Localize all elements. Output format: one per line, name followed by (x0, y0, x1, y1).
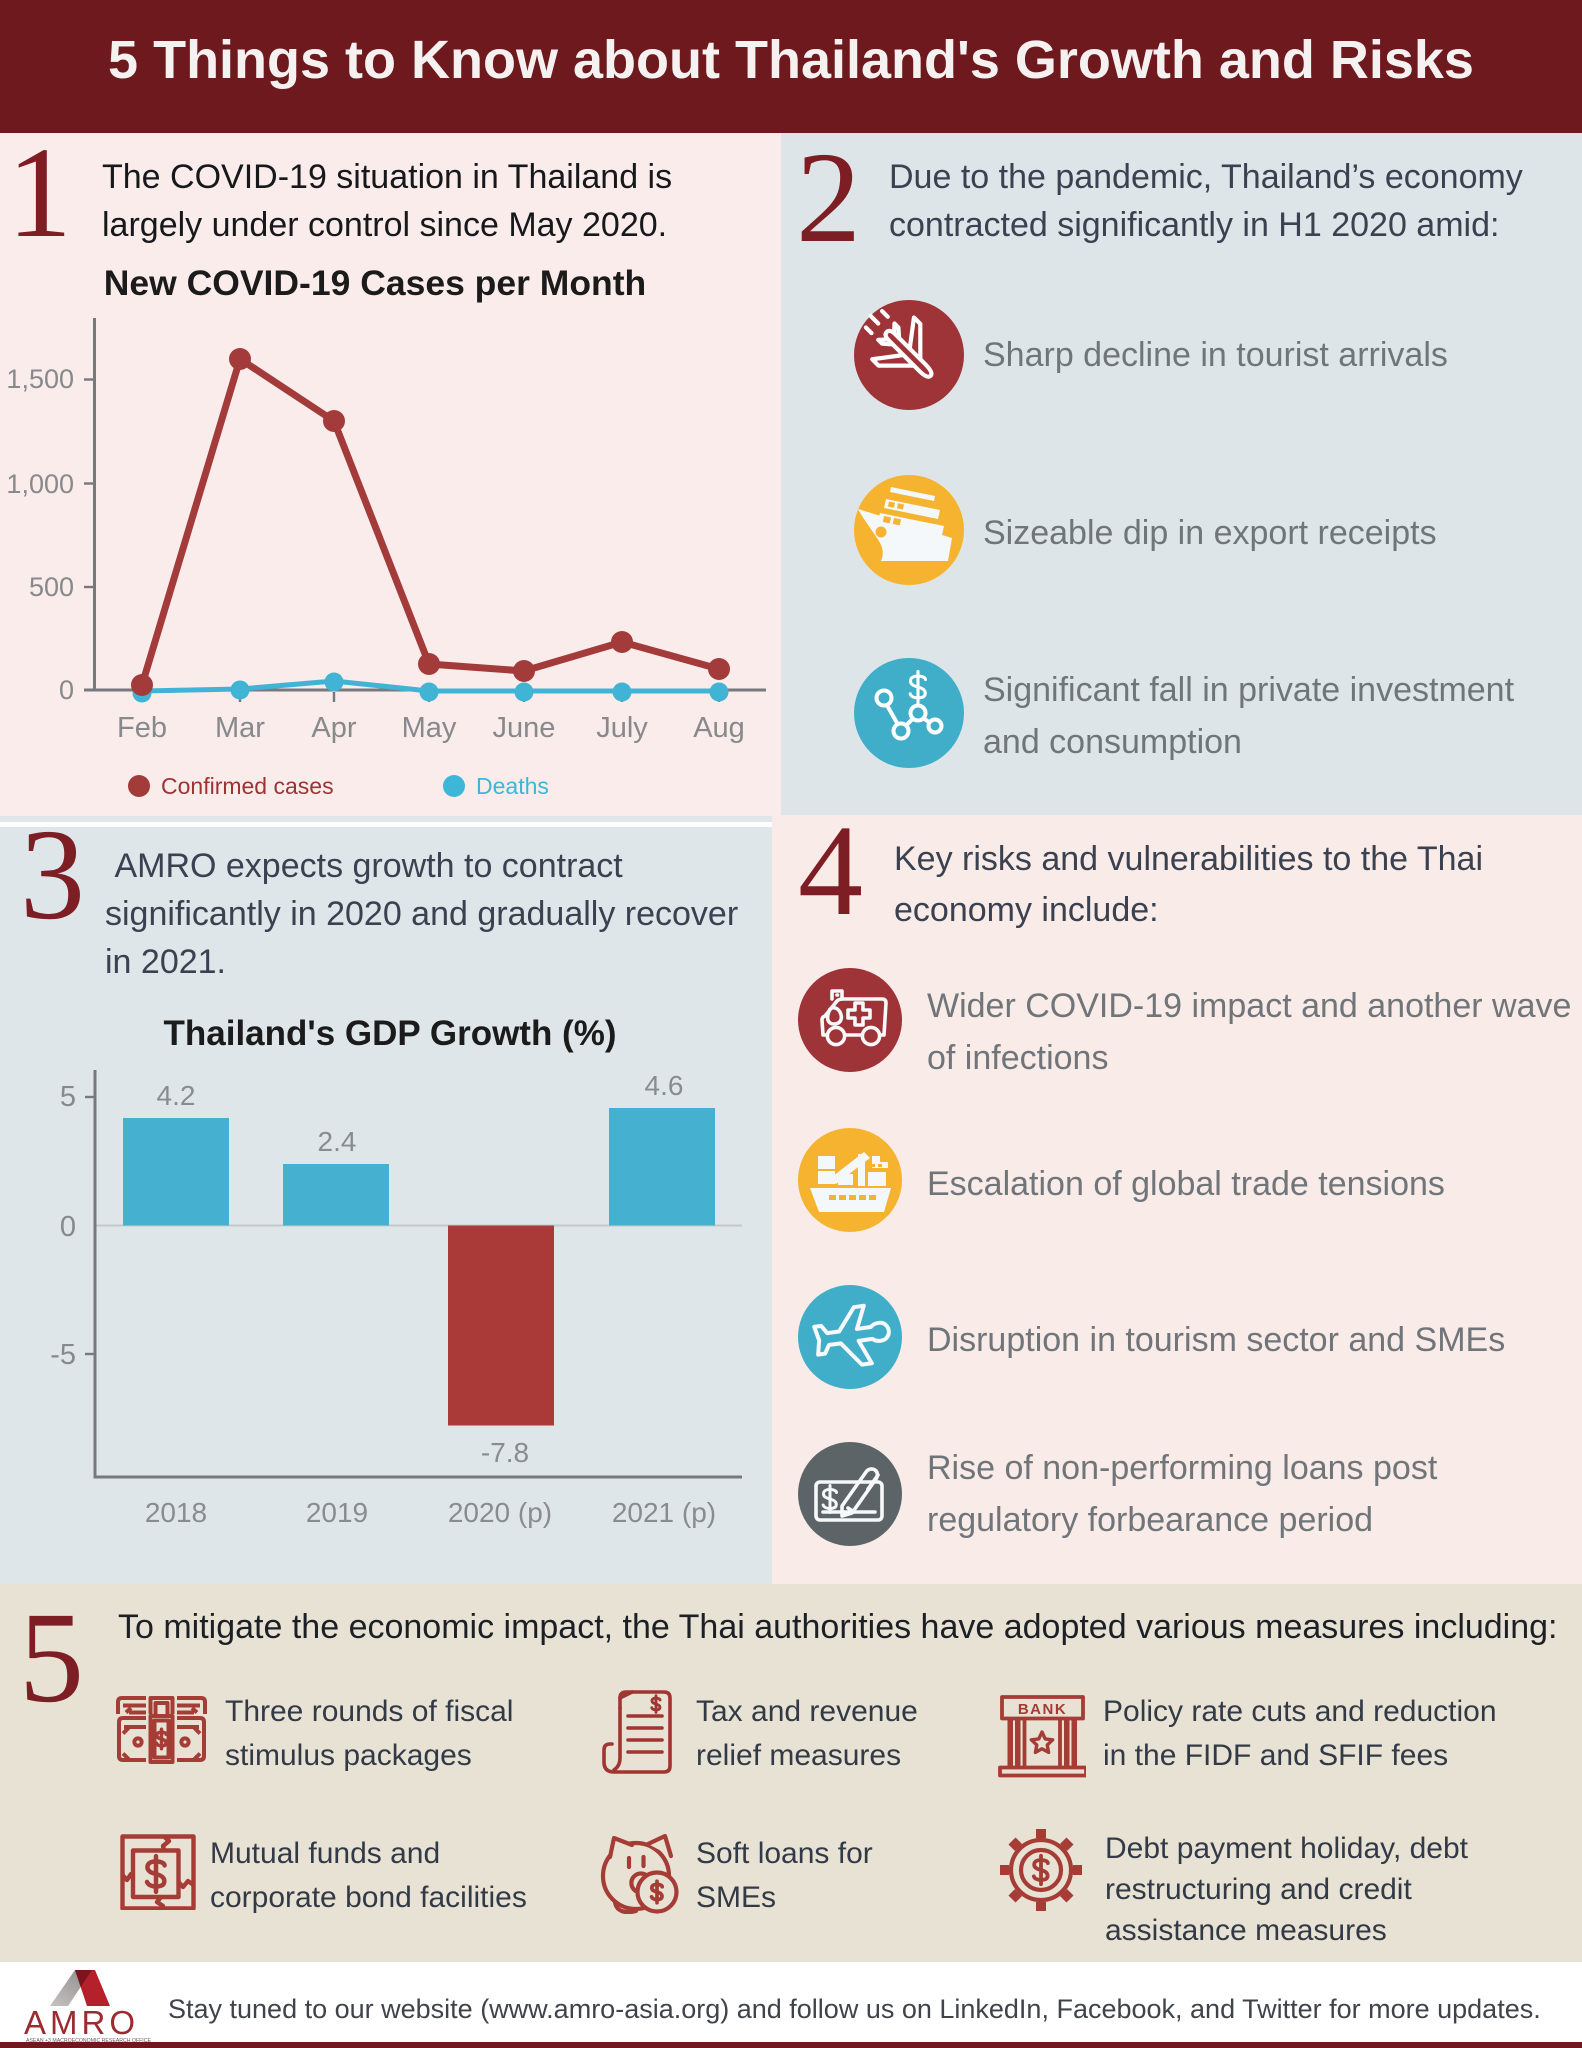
svg-text:2019: 2019 (306, 1497, 368, 1528)
svg-text:Aug: Aug (693, 712, 745, 744)
svg-text:0: 0 (60, 1211, 76, 1243)
svg-text:5: 5 (60, 1081, 76, 1113)
svg-text:2.4: 2.4 (318, 1126, 357, 1157)
svg-text:Mar: Mar (215, 712, 265, 744)
svg-text:2020 (p): 2020 (p) (448, 1497, 552, 1528)
svg-text:AMRO: AMRO (24, 2004, 139, 2041)
svg-text:Apr: Apr (311, 712, 356, 744)
svg-text:June: June (493, 712, 556, 744)
svg-text:ASEAN +3 MACROECONOMIC RESEARC: ASEAN +3 MACROECONOMIC RESEARCH OFFICE (26, 2038, 151, 2044)
svg-text:Deaths: Deaths (476, 773, 549, 799)
svg-text:-7.8: -7.8 (481, 1437, 529, 1468)
svg-text:1,000: 1,000 (6, 469, 74, 499)
svg-text:Confirmed cases: Confirmed cases (161, 773, 334, 799)
svg-text:Feb: Feb (117, 712, 167, 744)
svg-text:2021 (p): 2021 (p) (612, 1497, 716, 1528)
svg-text:July: July (596, 712, 648, 744)
svg-text:4.6: 4.6 (645, 1070, 684, 1101)
svg-text:2018: 2018 (145, 1497, 207, 1528)
svg-text:4.2: 4.2 (157, 1080, 196, 1111)
svg-text:0: 0 (59, 675, 74, 705)
svg-text:-5: -5 (50, 1339, 76, 1371)
svg-text:May: May (402, 712, 457, 744)
svg-text:500: 500 (29, 572, 74, 602)
svg-text:1,500: 1,500 (6, 364, 74, 394)
